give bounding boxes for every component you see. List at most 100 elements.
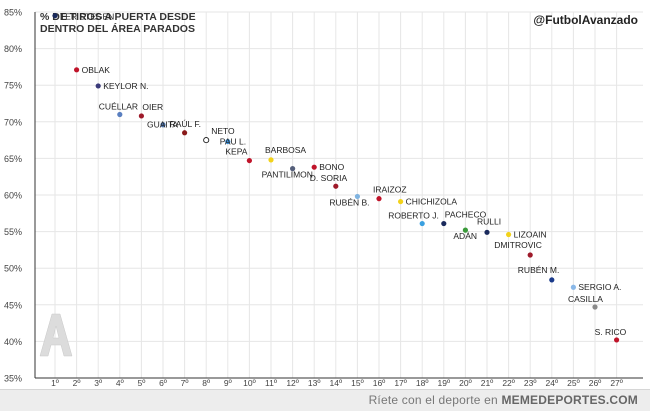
point-label: DMITROVIC xyxy=(494,240,542,250)
data-point xyxy=(506,231,512,238)
x-tick-label: 9º xyxy=(224,378,232,388)
y-tick-label: 60% xyxy=(4,191,22,201)
x-tick-label: 8º xyxy=(202,378,210,388)
data-point xyxy=(419,220,425,227)
x-tick-label: 12º xyxy=(286,378,299,388)
x-tick-label: 25º xyxy=(567,378,580,388)
point-label: OBLAK xyxy=(82,65,111,75)
chart-title-line: DENTRO DEL ÁREA PARADOS xyxy=(40,22,195,35)
x-tick-label: 16º xyxy=(373,378,386,388)
x-tick-label: 22º xyxy=(502,378,515,388)
data-point xyxy=(570,284,577,290)
data-point xyxy=(290,166,296,172)
data-point xyxy=(268,157,274,163)
data-point xyxy=(52,13,58,19)
point-label: BONO xyxy=(319,162,344,172)
x-tick-label: 14º xyxy=(330,378,343,388)
y-tick-label: 80% xyxy=(4,44,22,54)
x-tick-label: 13º xyxy=(308,378,321,388)
y-tick-label: 35% xyxy=(4,374,22,384)
point-label: D. SORIA xyxy=(310,173,348,183)
data-point xyxy=(203,137,210,144)
point-label: S. RICO xyxy=(595,327,627,337)
x-tick-label: 2º xyxy=(73,378,81,388)
data-point xyxy=(95,83,101,89)
x-tick-label: 15º xyxy=(351,378,364,388)
point-label: KEYLOR N. xyxy=(103,81,148,91)
point-label: GUAITA xyxy=(147,120,178,130)
chart-source: @FutbolAvanzado xyxy=(533,13,638,27)
point-label: ROBERTO J. xyxy=(388,211,439,221)
data-point xyxy=(182,130,188,136)
point-label: IRAIZOZ xyxy=(373,185,407,195)
x-tick-label: 11º xyxy=(265,378,277,388)
point-label: CHICHIZOLA xyxy=(406,197,458,207)
y-tick-label: 75% xyxy=(4,81,22,91)
watermark-logo xyxy=(39,313,73,357)
point-label: RULLI xyxy=(477,216,501,226)
data-point xyxy=(614,337,620,343)
point-label: PAU L. xyxy=(220,137,246,147)
point-label: CUÉLLAR xyxy=(99,101,138,111)
point-label: TER STEGEN xyxy=(60,12,114,22)
data-point xyxy=(246,157,252,164)
x-tick-label: 6º xyxy=(159,378,167,388)
x-tick-label: 5º xyxy=(137,378,145,388)
x-tick-label: 7º xyxy=(181,378,189,388)
y-tick-label: 65% xyxy=(4,154,22,164)
chart-title-line: % DE TIROS A PUERTA DESDE xyxy=(40,11,196,23)
data-point xyxy=(225,138,231,145)
x-tick-label: 24º xyxy=(546,378,559,388)
x-tick-label: 17º xyxy=(394,378,407,388)
data-point xyxy=(462,227,468,233)
x-tick-label: 10º xyxy=(243,378,256,388)
point-label: RAÚL F. xyxy=(170,119,201,129)
x-tick-label: 3º xyxy=(94,378,102,388)
x-tick-label: 27º xyxy=(610,378,623,388)
data-point xyxy=(354,193,360,200)
data-point xyxy=(333,183,339,189)
point-label: CASILLA xyxy=(568,294,603,304)
point-label: SERGIO A. xyxy=(578,282,621,292)
point-label: LIZOAIN xyxy=(514,230,547,240)
point-label: PANTILIMON xyxy=(262,170,313,180)
x-tick-label: 4º xyxy=(116,378,124,388)
point-label: RUBÉN M. xyxy=(518,265,560,275)
point-label: BARBOSA xyxy=(265,145,306,155)
data-point xyxy=(592,304,598,310)
data-point xyxy=(160,122,166,128)
y-tick-label: 45% xyxy=(4,300,22,310)
data-point xyxy=(484,229,490,235)
data-point xyxy=(117,111,123,118)
y-tick-label: 70% xyxy=(4,117,22,127)
point-label: OIER xyxy=(142,102,163,112)
footer-brand[interactable]: MEMEDEPORTES.COM xyxy=(501,393,638,407)
data-point xyxy=(398,198,404,205)
x-tick-label: 18º xyxy=(416,378,429,388)
scatter-chart: 35% 40% 45% 50% 55% 60% 65% 70% 75% 80% 85% 1º 2º 3º 4… xyxy=(4,8,643,388)
footer-bar: Ríete con el deporte en MEMEDEPORTES.COM xyxy=(0,389,650,411)
point-label: ADÁN xyxy=(453,231,477,241)
point-label: NETO xyxy=(211,126,235,136)
data-point xyxy=(311,164,317,170)
data-point xyxy=(441,220,447,227)
data-point xyxy=(376,196,382,202)
footer-text: Ríete con el deporte en MEMEDEPORTES.COM xyxy=(369,393,638,407)
y-tick-label: 55% xyxy=(4,227,22,237)
x-tick-label: 26º xyxy=(589,378,602,388)
data-point xyxy=(138,113,144,119)
x-tick-label: 20º xyxy=(459,378,472,388)
y-tick-label: 85% xyxy=(4,8,22,18)
point-label: RUBÉN B. xyxy=(329,197,369,207)
point-label: KEPA xyxy=(225,147,247,157)
data-point xyxy=(527,252,533,258)
x-tick-label: 1º xyxy=(51,378,59,388)
x-tick-label: 21º xyxy=(481,378,494,388)
point-label: PACHECO xyxy=(445,210,487,220)
y-tick-label: 40% xyxy=(4,337,22,347)
data-point xyxy=(549,277,555,283)
x-tick-label: 19º xyxy=(438,378,451,388)
data-point xyxy=(74,67,80,73)
y-tick-label: 50% xyxy=(4,264,22,274)
